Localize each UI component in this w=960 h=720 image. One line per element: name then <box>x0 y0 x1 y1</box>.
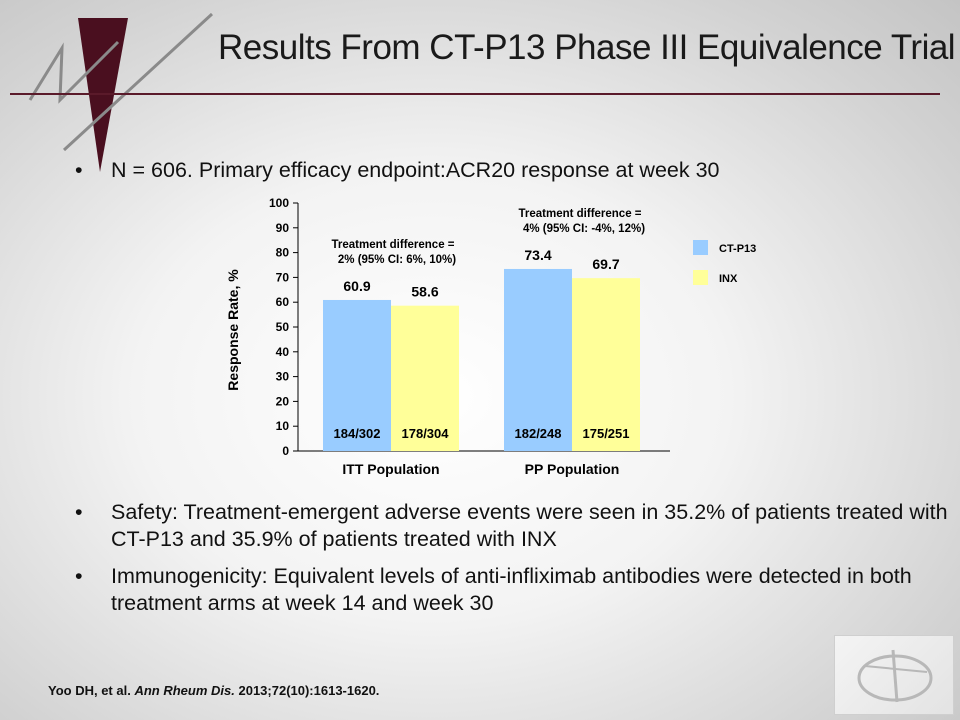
y-tick-label: 20 <box>276 394 290 408</box>
bar-inx-0 <box>391 305 459 451</box>
bar-value-label: 69.7 <box>592 256 619 272</box>
bar-count-label: 184/302 <box>334 426 381 441</box>
bar-value-label: 58.6 <box>411 284 438 300</box>
legend-label: INX <box>719 273 738 285</box>
bar-count-label: 175/251 <box>583 426 630 441</box>
legend-label: CT-P13 <box>719 243 756 255</box>
bar-value-label: 73.4 <box>524 247 551 263</box>
corner-logo <box>834 635 954 715</box>
treatment-difference-annotation: Treatment difference = <box>518 208 641 220</box>
bar-count-label: 178/304 <box>402 426 450 441</box>
bullet-marker: • <box>75 500 83 524</box>
bullet-text: N = 606. Primary efficacy endpoint:ACR20… <box>111 158 720 182</box>
y-tick-label: 0 <box>282 444 289 458</box>
y-tick-label: 50 <box>276 320 290 334</box>
y-tick-label: 60 <box>276 295 290 309</box>
citation-journal: Ann Rheum Dis. <box>134 683 235 698</box>
corner-logo-icon <box>857 649 933 703</box>
x-category-label: PP Population <box>525 461 620 477</box>
legend-swatch-ct-p13 <box>693 240 708 255</box>
bullet-text: Immunogenicity: Equivalent levels of ant… <box>111 564 912 615</box>
bullet-text: Safety: Treatment-emergent adverse event… <box>111 500 948 551</box>
slide-title: Results From CT-P13 Phase III Equivalenc… <box>218 28 956 67</box>
y-tick-label: 80 <box>276 246 290 260</box>
logo-stroke-right <box>62 12 214 152</box>
bullet-marker: • <box>75 158 83 182</box>
y-tick-label: 100 <box>269 196 289 210</box>
treatment-difference-annotation: 4% (95% CI: -4%, 12%) <box>523 223 645 235</box>
y-tick-label: 90 <box>276 221 290 235</box>
bar-value-label: 60.9 <box>343 278 370 294</box>
y-tick-label: 70 <box>276 270 290 284</box>
logo-stroke-left <box>28 40 120 104</box>
y-tick-label: 10 <box>276 419 290 433</box>
citation-details: 2013;72(10):1613-1620. <box>238 683 380 698</box>
y-tick-label: 30 <box>276 370 290 384</box>
bar-ct-p13-1 <box>504 268 572 451</box>
bar-count-label: 182/248 <box>515 426 562 441</box>
y-axis-label: Response Rate, % <box>225 269 241 391</box>
logo-triangle <box>78 18 128 172</box>
x-category-label: ITT Population <box>342 461 439 477</box>
bullet-marker: • <box>75 564 83 588</box>
treatment-difference-annotation: Treatment difference = <box>331 239 454 251</box>
treatment-difference-annotation: 2% (95% CI: 6%, 10%) <box>338 254 456 266</box>
citation: Yoo DH, et al. Ann Rheum Dis. 2013;72(10… <box>48 683 379 698</box>
logo-mark <box>28 12 214 172</box>
title-divider <box>10 93 940 95</box>
y-tick-label: 40 <box>276 345 290 359</box>
citation-authors: Yoo DH, et al. <box>48 683 131 698</box>
legend-swatch-inx <box>693 270 708 285</box>
bar-inx-1 <box>572 278 640 451</box>
bar-ct-p13-0 <box>323 299 391 451</box>
